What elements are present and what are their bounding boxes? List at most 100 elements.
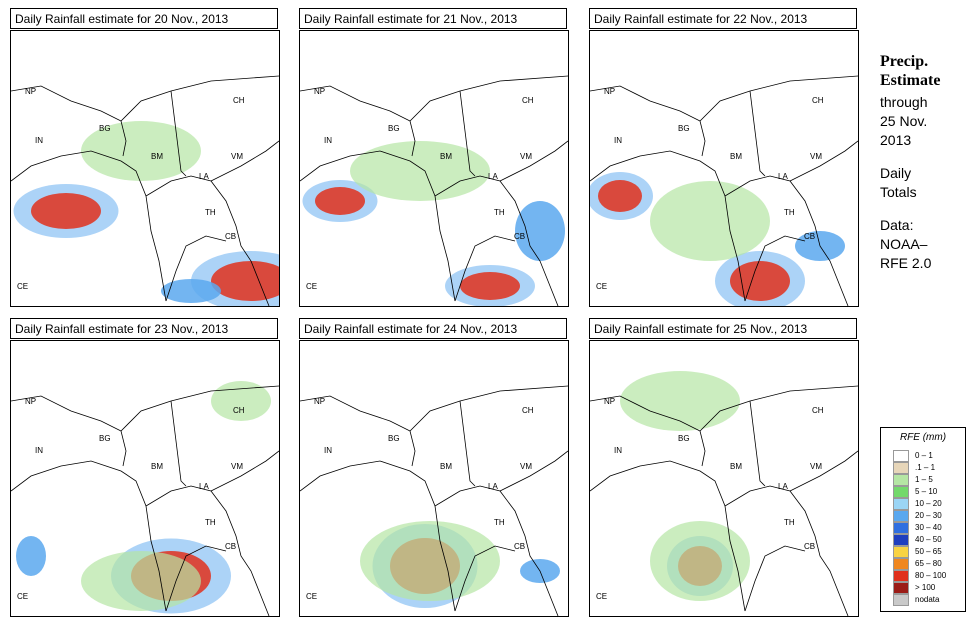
legend-label: 20 – 30 <box>915 511 942 520</box>
legend-swatch <box>893 521 909 534</box>
map-border-line <box>459 400 476 487</box>
legend-label: 40 – 50 <box>915 535 942 544</box>
legend-item: 40 – 50 <box>893 533 942 546</box>
legend-swatch <box>893 461 909 474</box>
country-label: CH <box>812 406 824 415</box>
map-border-line <box>145 175 270 306</box>
rainfall-map: NP CH IN BG BM VM LA TH CB CE <box>299 340 569 617</box>
country-label: BM <box>151 152 163 161</box>
legend-label: 10 – 20 <box>915 499 942 508</box>
legend-swatch <box>893 569 909 582</box>
map-border-line <box>165 235 227 302</box>
map-border-line <box>454 545 516 612</box>
legend-label: 5 – 10 <box>915 487 938 496</box>
country-label: LA <box>199 482 209 491</box>
map-graphic: NP CH IN BG BM VM LA TH CB CE <box>300 385 568 616</box>
rainfall-area <box>315 187 365 215</box>
country-label: CB <box>804 232 815 241</box>
country-label: CE <box>17 282 28 291</box>
country-label: CB <box>804 542 815 551</box>
country-label: VM <box>810 152 822 161</box>
country-label: BG <box>678 124 690 133</box>
map-border-line <box>499 450 568 492</box>
map-graphic: NP CH IN BG BM VM LA TH CB CE <box>300 75 568 306</box>
country-label: CH <box>522 406 534 415</box>
country-label: IN <box>614 136 622 145</box>
country-label: TH <box>205 518 216 527</box>
sidebar-data-line2: NOAA– <box>880 236 928 252</box>
legend-item: > 100 <box>893 581 935 594</box>
rainfall-map: NP CH IN BG BM VM LA TH CB CE <box>589 30 859 307</box>
rainfall-map: NP CH IN BG BM VM LA TH CB CE <box>10 340 280 617</box>
country-label: BG <box>99 434 111 443</box>
map-border-line <box>499 140 568 182</box>
map-graphic: NP CH IN BG BM VM LA TH CB CE <box>590 371 858 616</box>
country-label: CB <box>225 542 236 551</box>
map-border-line <box>409 120 416 157</box>
country-label: NP <box>25 397 36 406</box>
rainfall-area <box>161 279 221 303</box>
country-label: BM <box>440 462 452 471</box>
country-label: LA <box>778 172 788 181</box>
map-border-line <box>170 400 187 487</box>
map-graphic: NP CH IN BG BM VM LA TH CB CE <box>11 75 279 306</box>
panel-title: Daily Rainfall estimate for 25 Nov., 201… <box>589 318 857 339</box>
country-label: NP <box>604 87 615 96</box>
legend-swatch <box>893 449 909 462</box>
legend-label: 65 – 80 <box>915 559 942 568</box>
rainfall-area <box>515 201 565 261</box>
rainfall-area <box>81 551 201 611</box>
country-label: LA <box>199 172 209 181</box>
rainfall-area <box>81 121 201 181</box>
rainfall-area <box>650 181 770 261</box>
map-border-line <box>434 175 559 306</box>
legend-item: 50 – 65 <box>893 545 942 558</box>
legend-swatch <box>893 497 909 510</box>
legend-item: 20 – 30 <box>893 509 942 522</box>
rainfall-panel: Daily Rainfall estimate for 21 Nov., 201… <box>299 8 569 308</box>
rainfall-area <box>211 381 271 421</box>
sidebar-date-line2: 2013 <box>880 132 912 148</box>
rainfall-panel: Daily Rainfall estimate for 22 Nov., 201… <box>589 8 859 308</box>
sidebar-title-line1: Precip. <box>880 53 929 70</box>
rainfall-area <box>360 521 500 601</box>
country-label: BG <box>99 124 111 133</box>
country-label: CE <box>596 282 607 291</box>
map-border-line <box>434 485 559 616</box>
country-label: CH <box>233 96 245 105</box>
legend-title: RFE (mm) <box>899 432 947 443</box>
legend-label: nodata <box>915 595 940 604</box>
legend-swatch <box>893 485 909 498</box>
rainfall-panel: Daily Rainfall estimate for 20 Nov., 201… <box>10 8 280 308</box>
panel-title: Daily Rainfall estimate for 20 Nov., 201… <box>10 8 278 29</box>
country-label: TH <box>784 208 795 217</box>
map-border-line <box>165 545 227 612</box>
panel-title: Daily Rainfall estimate for 22 Nov., 201… <box>589 8 857 29</box>
legend-label: 0 – 1 <box>915 451 933 460</box>
rainfall-area <box>211 261 279 301</box>
country-label: CH <box>812 96 824 105</box>
country-label: BG <box>388 434 400 443</box>
legend-item: 30 – 40 <box>893 521 942 534</box>
sidebar-title-line2: Estimate <box>880 72 941 89</box>
map-graphic: NP CH IN BG BM VM LA TH CB CE <box>11 381 279 616</box>
rainfall-area <box>730 261 790 301</box>
country-label: BG <box>388 124 400 133</box>
country-label: BM <box>730 462 742 471</box>
rainfall-map: NP CH IN BG BM VM LA TH CB CE <box>589 340 859 617</box>
sidebar-daily-line1: Daily <box>880 165 912 181</box>
country-label: CE <box>17 592 28 601</box>
map-border-line <box>749 90 766 177</box>
map-border-line <box>699 430 706 467</box>
country-label: VM <box>231 152 243 161</box>
legend-swatch <box>893 473 909 486</box>
map-border-line <box>724 485 849 616</box>
panel-title: Daily Rainfall estimate for 21 Nov., 201… <box>299 8 567 29</box>
map-border-line <box>170 90 187 177</box>
sidebar-data-line1: Data: <box>880 217 914 233</box>
legend-label: 1 – 5 <box>915 475 933 484</box>
country-label: TH <box>494 518 505 527</box>
legend-swatch <box>893 557 909 570</box>
country-label: VM <box>810 462 822 471</box>
country-label: IN <box>324 136 332 145</box>
